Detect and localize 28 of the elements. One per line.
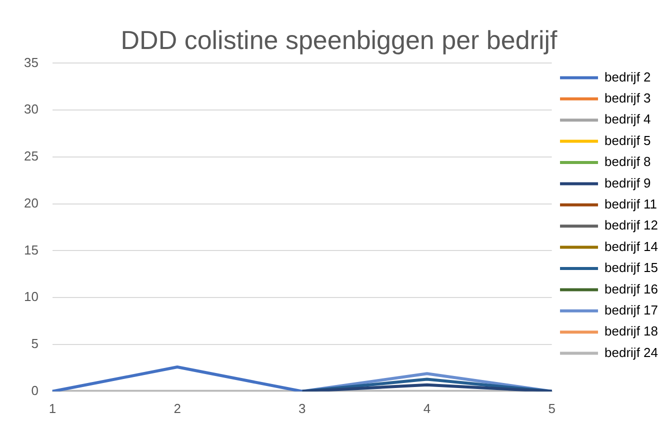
legend-label: bedrijf 14 xyxy=(604,238,658,254)
x-tick-label: 3 xyxy=(298,400,306,416)
legend-label: bedrijf 4 xyxy=(604,112,651,127)
legend-label: bedrijf 3 xyxy=(604,90,651,106)
legend-label: bedrijf 18 xyxy=(604,324,658,339)
y-tick-label: 30 xyxy=(24,102,38,117)
legend-label: bedrijf 15 xyxy=(604,260,658,276)
legend-label: bedrijf 12 xyxy=(604,218,658,233)
legend-label: bedrijf 9 xyxy=(604,175,651,190)
legend-label: bedrijf 5 xyxy=(604,132,651,148)
y-tick-label: 15 xyxy=(24,242,38,258)
legend-label: bedrijf 8 xyxy=(604,154,651,170)
legend-label: bedrijf 11 xyxy=(604,196,658,212)
x-tick-label: 4 xyxy=(423,400,431,416)
y-tick-label: 5 xyxy=(31,336,38,352)
legend-label: bedrijf 2 xyxy=(604,69,651,84)
y-tick-label: 35 xyxy=(24,54,38,70)
y-tick-label: 10 xyxy=(24,289,38,304)
x-tick-label: 2 xyxy=(174,400,181,416)
x-tick-label: 1 xyxy=(48,400,56,416)
y-tick-label: 0 xyxy=(31,382,38,398)
legend-label: bedrijf 16 xyxy=(604,281,658,296)
legend-label: bedrijf 17 xyxy=(604,302,658,318)
x-tick-label: 5 xyxy=(548,400,556,416)
y-tick-label: 25 xyxy=(24,148,38,164)
y-tick-label: 20 xyxy=(24,195,38,210)
chart-title: DDD colistine speenbiggen per bedrijf xyxy=(120,24,558,55)
legend-label: bedrijf 24 xyxy=(604,344,658,360)
